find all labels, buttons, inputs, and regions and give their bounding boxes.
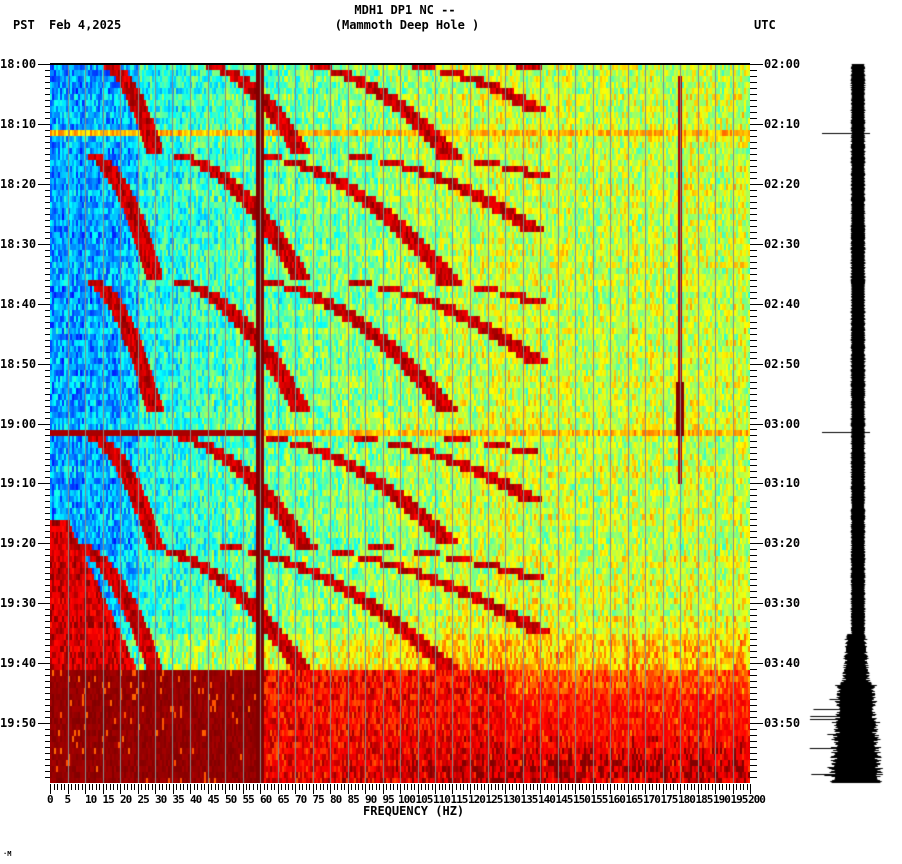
chart-title-station: MDH1 DP1 NC --: [354, 3, 456, 17]
frequency-tick-label: 45: [207, 793, 220, 806]
time-label-utc: 03:50: [764, 716, 801, 731]
time-label-utc: 02:10: [764, 116, 801, 131]
time-label-pst: 19:30: [0, 596, 37, 611]
frequency-tick-label: 110: [433, 793, 451, 806]
time-label-utc: 02:50: [764, 356, 801, 371]
time-label-pst: 18:00: [0, 57, 37, 71]
frequency-tick-label: 155: [590, 793, 609, 806]
time-label-pst: 18:50: [0, 356, 37, 371]
frequency-tick-label: 55: [242, 793, 255, 806]
time-label-pst: 19:20: [0, 536, 37, 551]
frequency-tick-label: 60: [260, 793, 272, 806]
frequency-tick-label: 20: [120, 793, 132, 806]
frequency-tick-label: 95: [382, 793, 395, 806]
frequency-tick-label: 190: [713, 793, 731, 806]
frequency-tick-label: 150: [573, 793, 591, 806]
frequency-tick-label: 30: [155, 793, 167, 806]
time-label-utc: 03:20: [764, 536, 801, 551]
right-timezone-label: UTC: [754, 18, 776, 32]
time-label-pst: 18:10: [0, 116, 37, 131]
frequency-tick-label: 165: [625, 793, 644, 806]
time-label-utc: 02:40: [764, 296, 801, 311]
frequency-tick-label: 40: [190, 793, 202, 806]
left-timezone-label: PST: [13, 18, 35, 32]
time-label-utc: 02:00: [764, 57, 801, 71]
frequency-tick-label: 125: [485, 793, 504, 806]
frequency-tick-label: 120: [468, 793, 486, 806]
time-label-utc: 03:10: [764, 476, 801, 491]
frequency-tick-label: 80: [330, 793, 342, 806]
frequency-tick-label: 170: [643, 793, 661, 806]
spectrogram-heatmap: [50, 64, 750, 783]
frequency-tick-label: 0: [47, 793, 54, 806]
time-label-utc: 02:20: [764, 176, 801, 191]
time-label-pst: 18:30: [0, 236, 37, 251]
frequency-tick-label: 5: [64, 793, 72, 806]
frequency-tick-label: 65: [277, 793, 290, 806]
date-label: Feb 4,2025: [49, 18, 122, 32]
frequency-tick-label: 180: [678, 793, 696, 806]
time-label-pst: 18:40: [0, 296, 37, 311]
time-label-pst: 19:10: [0, 476, 37, 491]
frequency-tick-label: 145: [555, 793, 574, 806]
frequency-tick-label: 195: [730, 793, 749, 806]
frequency-tick-label: 115: [450, 793, 469, 806]
time-label-pst: 19:00: [0, 416, 37, 431]
frequency-tick-label: 10: [85, 793, 97, 806]
frequency-tick-label: 105: [415, 793, 434, 806]
frequency-tick-label: 185: [695, 793, 714, 806]
time-label-utc: 03:00: [764, 416, 801, 431]
frequency-tick-label: 160: [608, 793, 626, 806]
frequency-tick-label: 35: [172, 793, 185, 806]
frequency-tick-label: 50: [225, 793, 237, 806]
time-label-pst: 18:20: [0, 176, 37, 191]
time-label-pst: 19:50: [0, 716, 37, 731]
frequency-tick-label: 90: [365, 793, 377, 806]
frequency-tick-label: 140: [538, 793, 556, 806]
frequency-tick-label: 200: [748, 793, 766, 806]
frequency-tick-label: 175: [660, 793, 679, 806]
frequency-tick-label: 85: [347, 793, 360, 806]
x-axis-title: FREQUENCY (HZ): [363, 804, 465, 818]
frequency-tick-label: 15: [102, 793, 115, 806]
seismogram-trace: [800, 60, 890, 790]
frequency-tick-label: 75: [312, 793, 325, 806]
time-label-utc: 03:40: [764, 656, 801, 671]
chart-title-site: (Mammoth Deep Hole ): [334, 18, 480, 32]
frequency-tick-label: 100: [398, 793, 416, 806]
frequency-tick-label: 130: [503, 793, 521, 806]
frequency-tick-label: 135: [520, 793, 539, 806]
frequency-tick-label: 70: [295, 793, 307, 806]
time-label-utc: 03:30: [764, 596, 801, 611]
footer-mark: ·M: [3, 850, 12, 858]
time-label-utc: 02:30: [764, 236, 801, 251]
frequency-tick-label: 25: [137, 793, 150, 806]
time-label-pst: 19:40: [0, 656, 37, 671]
